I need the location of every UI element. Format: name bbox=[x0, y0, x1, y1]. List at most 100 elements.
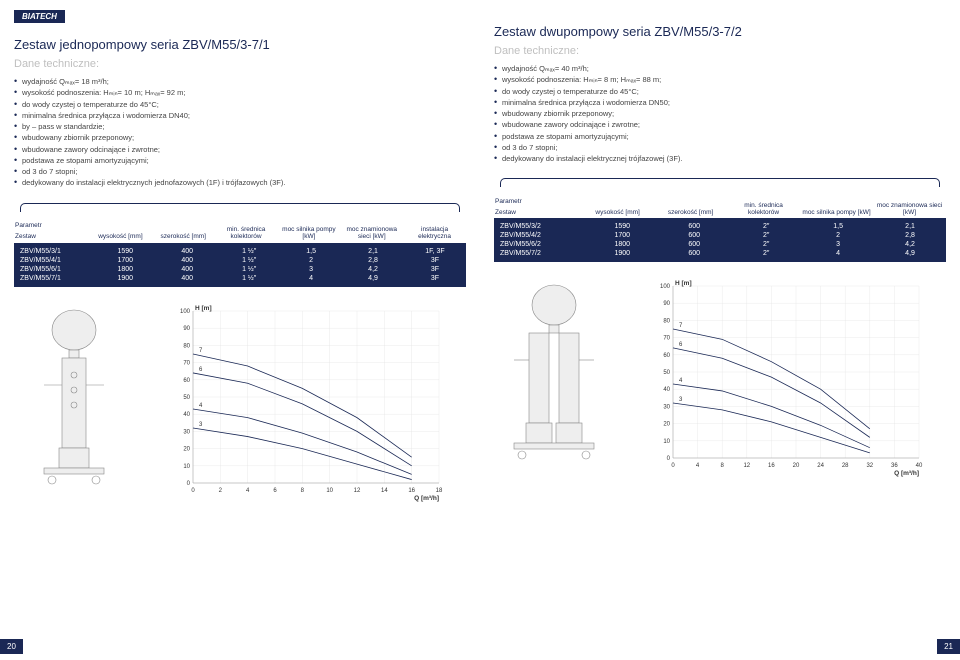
table-cell: 2,8 bbox=[342, 257, 404, 264]
right-title: Zestaw dwupompowy seria ZBV/M55/3-7/2 bbox=[494, 24, 946, 39]
datasheet-page: BIATECH Zestaw jednopompowy seria ZBV/M5… bbox=[0, 0, 960, 660]
svg-text:36: 36 bbox=[891, 463, 898, 469]
table-cell: 1,5 bbox=[280, 248, 342, 255]
bullet-item: od 3 do 7 stopni; bbox=[14, 166, 466, 177]
svg-text:8: 8 bbox=[721, 463, 725, 469]
bullet-item: minimalna średnica przyłącza i wodomierz… bbox=[14, 110, 466, 121]
table-row: ZBV/M55/6/218006002″34,2 bbox=[494, 240, 946, 249]
table-header-cell: moc silnika pompy [kW] bbox=[800, 207, 873, 218]
table-cell: 3F bbox=[404, 257, 466, 264]
svg-text:100: 100 bbox=[180, 309, 191, 315]
table-header-cell: moc znamionowa sieci [kW] bbox=[873, 200, 946, 218]
bullet-item: wydajność Qₘₐₓ= 40 m³/h; bbox=[494, 63, 946, 74]
svg-text:60: 60 bbox=[183, 377, 190, 383]
bullet-item: dedykowany do instalacji elektrycznej tr… bbox=[494, 153, 946, 164]
svg-text:32: 32 bbox=[866, 463, 873, 469]
table-cell: 2 bbox=[802, 232, 874, 239]
brand-logo: BIATECH bbox=[14, 10, 65, 23]
table-cell: ZBV/M55/4/1 bbox=[14, 257, 94, 264]
svg-text:40: 40 bbox=[183, 412, 190, 418]
left-subtitle: Dane techniczne: bbox=[14, 58, 466, 70]
table-cell: 400 bbox=[156, 257, 218, 264]
svg-text:50: 50 bbox=[663, 370, 670, 376]
table-header-cell: wysokość [mm] bbox=[89, 231, 152, 242]
table-cell: 400 bbox=[156, 266, 218, 273]
svg-text:28: 28 bbox=[842, 463, 849, 469]
svg-text:8: 8 bbox=[301, 488, 305, 494]
table-cell: 1900 bbox=[586, 250, 658, 257]
svg-text:20: 20 bbox=[183, 446, 190, 452]
svg-text:4: 4 bbox=[679, 378, 683, 384]
table-cell: 400 bbox=[156, 248, 218, 255]
svg-text:80: 80 bbox=[663, 319, 670, 325]
bullet-item: wbudowane zawory odcinające i zwrotne; bbox=[494, 119, 946, 130]
table-header-cell: min. średnica kolektorów bbox=[727, 200, 800, 218]
table-cell: 600 bbox=[658, 232, 730, 239]
svg-text:10: 10 bbox=[663, 439, 670, 445]
table-cell: 2 bbox=[280, 257, 342, 264]
svg-text:24: 24 bbox=[817, 463, 824, 469]
left-column: BIATECH Zestaw jednopompowy seria ZBV/M5… bbox=[0, 0, 480, 660]
table-cell: 1700 bbox=[94, 257, 156, 264]
left-chart: 0246810121416180102030405060708090100346… bbox=[144, 303, 466, 505]
svg-text:40: 40 bbox=[663, 387, 670, 393]
bullet-item: podstawa ze stopami amortyzującymi; bbox=[14, 155, 466, 166]
svg-text:0: 0 bbox=[667, 456, 671, 462]
table-cell: 3F bbox=[404, 266, 466, 273]
table-row: ZBV/M55/4/217006002″22,8 bbox=[494, 231, 946, 240]
table-cell: 600 bbox=[658, 250, 730, 257]
right-bullets: wydajność Qₘₐₓ= 40 m³/h;wysokość podnosz… bbox=[494, 63, 946, 164]
table-cell: 3 bbox=[802, 241, 874, 248]
svg-text:30: 30 bbox=[663, 405, 670, 411]
table-cell: 1 ½″ bbox=[218, 266, 280, 273]
table-cell: 1900 bbox=[94, 275, 156, 282]
svg-text:7: 7 bbox=[679, 323, 683, 329]
table-cell: 4,2 bbox=[874, 241, 946, 248]
svg-text:20: 20 bbox=[663, 422, 670, 428]
right-chart: 0481216202428323640010203040506070809010… bbox=[624, 278, 946, 480]
table-cell: 2″ bbox=[730, 232, 802, 239]
left-bullets: wydajność Qₘₐₓ= 18 m³/h;wysokość podnosz… bbox=[14, 76, 466, 189]
device-illustration-double bbox=[494, 280, 614, 480]
svg-text:14: 14 bbox=[381, 488, 388, 494]
table-header-cell: wysokość [mm] bbox=[581, 207, 654, 218]
svg-text:4: 4 bbox=[246, 488, 250, 494]
table-cell: 1800 bbox=[586, 241, 658, 248]
svg-text:6: 6 bbox=[273, 488, 277, 494]
svg-text:7: 7 bbox=[199, 348, 203, 354]
table-cell: 600 bbox=[658, 241, 730, 248]
table-cell: 4 bbox=[280, 275, 342, 282]
table-cell: ZBV/M55/6/2 bbox=[494, 241, 586, 248]
svg-text:90: 90 bbox=[183, 326, 190, 332]
table-cell: 1590 bbox=[94, 248, 156, 255]
table-cell: 600 bbox=[658, 223, 730, 230]
left-table: ParametrZestawwysokość [mm]szerokość [mm… bbox=[14, 203, 466, 287]
table-row: ZBV/M55/3/115904001 ½″1,52,11F, 3F bbox=[14, 247, 466, 256]
table-cell: 2″ bbox=[730, 250, 802, 257]
svg-text:H [m]: H [m] bbox=[195, 305, 212, 312]
svg-text:60: 60 bbox=[663, 353, 670, 359]
table-cell: 2,1 bbox=[874, 223, 946, 230]
table-header-cell: instalacja elektryczna bbox=[403, 224, 466, 242]
svg-text:50: 50 bbox=[183, 395, 190, 401]
table-cell: 2″ bbox=[730, 223, 802, 230]
svg-text:6: 6 bbox=[679, 342, 683, 348]
table-cell: 400 bbox=[156, 275, 218, 282]
right-table: ParametrZestawwysokość [mm]szerokość [mm… bbox=[494, 178, 946, 262]
bullet-item: wysokość podnoszenia: Hₘᵢₙ= 8 m; Hₘₐₓ= 8… bbox=[494, 74, 946, 85]
svg-text:10: 10 bbox=[183, 463, 190, 469]
table-row: ZBV/M55/3/215906002″1,52,1 bbox=[494, 222, 946, 231]
device-illustration-single bbox=[14, 305, 134, 505]
table-cell: 1 ½″ bbox=[218, 257, 280, 264]
right-subtitle: Dane techniczne: bbox=[494, 45, 946, 57]
svg-text:40: 40 bbox=[916, 463, 923, 469]
table-header-cell: szerokość [mm] bbox=[152, 231, 215, 242]
table-header-cell: moc silnika pompy [kW] bbox=[277, 224, 340, 242]
svg-text:3: 3 bbox=[679, 397, 683, 403]
svg-text:3: 3 bbox=[199, 421, 203, 427]
svg-text:4: 4 bbox=[696, 463, 700, 469]
svg-text:0: 0 bbox=[187, 481, 191, 487]
table-row: ZBV/M55/7/119004001 ½″44,93F bbox=[14, 274, 466, 283]
svg-text:0: 0 bbox=[671, 463, 675, 469]
svg-text:12: 12 bbox=[743, 463, 750, 469]
